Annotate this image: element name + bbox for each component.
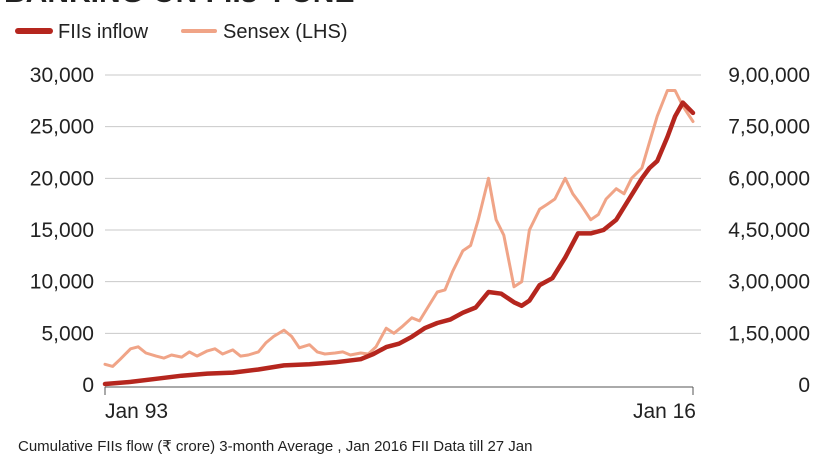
footnote: Cumulative FIIs flow (₹ crore) 3-month A…	[18, 438, 533, 455]
left-tick-label: 15,000	[30, 219, 94, 242]
left-tick-label: 10,000	[30, 271, 94, 294]
right-axis: 0 1,50,000 3,00,000 4,50,000 6,00,000 7,50,00…	[728, 64, 810, 397]
plot-area	[102, 89, 696, 387]
left-tick-label: 20,000	[30, 167, 94, 190]
right-tick-label: 0	[798, 374, 810, 397]
legend: FIIs inflow Sensex (LHS)	[15, 21, 348, 43]
left-tick-label: 30,000	[30, 64, 94, 87]
series-line-fiis-inflow	[102, 100, 696, 387]
legend-label-fii: FIIs inflow	[58, 21, 149, 43]
series-line-sensex-lhs	[103, 89, 695, 368]
x-tick-label: Jan 93	[105, 400, 168, 423]
right-tick-label: 6,00,000	[728, 167, 810, 190]
right-tick-label: 4,50,000	[728, 219, 810, 242]
gridlines	[105, 74, 701, 388]
right-tick-label: 1,50,000	[728, 322, 810, 345]
left-tick-label: 25,000	[30, 116, 94, 139]
right-tick-label: 7,50,000	[728, 116, 810, 139]
left-axis: 0 5,000 10,000 15,000 20,000 25,000 30,000	[30, 64, 94, 397]
x-tick-label: Jan 16	[633, 400, 696, 423]
right-tick-label: 3,00,000	[728, 271, 810, 294]
right-tick-label: 9,00,000	[728, 64, 810, 87]
legend-label-sensex: Sensex (LHS)	[223, 21, 348, 43]
left-tick-label: 0	[82, 374, 94, 397]
left-tick-label: 5,000	[41, 322, 94, 345]
chart-title: BANKING ON FIIs' FUNE	[4, 0, 354, 9]
x-axis: Jan 93 Jan 16	[104, 387, 696, 423]
